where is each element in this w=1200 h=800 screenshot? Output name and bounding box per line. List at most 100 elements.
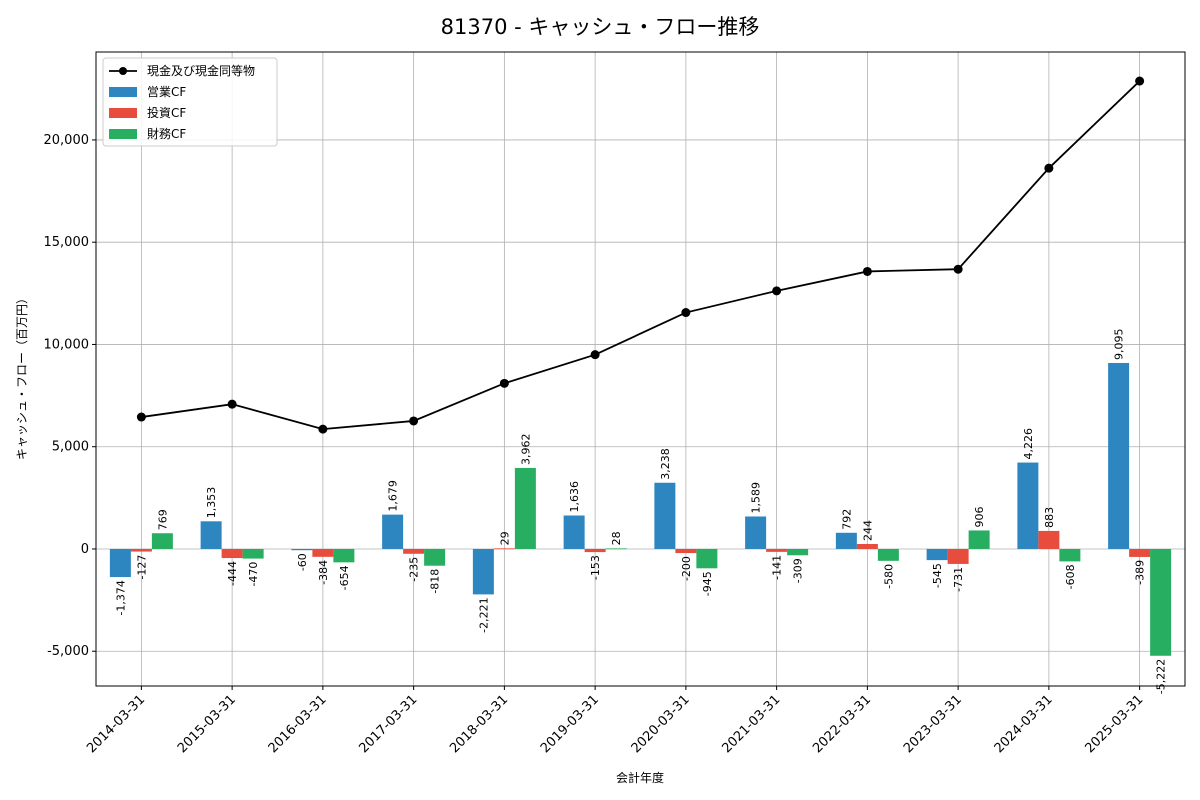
bar-financing xyxy=(1150,548,1172,656)
x-tick-label: 2025-03-31 xyxy=(1082,692,1146,756)
bar-investing xyxy=(403,548,425,554)
bar-financing xyxy=(787,548,809,556)
bar-value-label: -153 xyxy=(589,555,602,580)
bar-operating xyxy=(291,548,313,551)
line-layer xyxy=(136,76,1145,434)
bar-investing xyxy=(130,548,152,552)
bar-operating xyxy=(200,521,222,549)
bar-value-label: -580 xyxy=(882,564,895,589)
bar-financing xyxy=(151,533,173,549)
bar-value-label: -1,374 xyxy=(114,580,127,615)
bar-value-label: -389 xyxy=(1134,560,1147,585)
cash-equivalents-point xyxy=(862,266,872,276)
bar-value-label: 1,589 xyxy=(750,482,763,514)
bars-layer xyxy=(109,362,1172,656)
bar-financing xyxy=(696,548,718,569)
bar-value-label: -945 xyxy=(701,571,714,596)
bar-value-label: -2,221 xyxy=(477,597,490,632)
plot-frame xyxy=(95,51,1186,687)
bar-operating xyxy=(1108,362,1130,549)
y-tick-label: 20,000 xyxy=(44,133,90,148)
legend-label: 現金及び現金同等物 xyxy=(147,63,255,78)
legend-bar-swatch xyxy=(109,87,137,97)
bar-value-label: -235 xyxy=(408,557,421,582)
x-tick-label: 2016-03-31 xyxy=(266,692,330,756)
cash-equivalents-point xyxy=(590,350,600,360)
bar-investing xyxy=(584,548,606,553)
bar-financing xyxy=(605,548,627,550)
bar-value-label: -309 xyxy=(792,558,805,583)
bar-value-label: -731 xyxy=(952,567,965,592)
bar-investing xyxy=(947,548,969,564)
bar-value-label: -127 xyxy=(135,555,148,580)
cash-equivalents-point xyxy=(681,308,691,318)
x-tick-label: 2018-03-31 xyxy=(447,692,511,756)
x-tick-label: 2015-03-31 xyxy=(175,692,239,756)
bar-value-label: 1,353 xyxy=(205,487,218,519)
grid-layer xyxy=(96,52,1185,686)
bar-value-label: 3,238 xyxy=(659,448,672,480)
bar-value-label: 3,962 xyxy=(519,433,532,465)
cash-equivalents-point xyxy=(953,264,963,274)
bar-financing xyxy=(424,548,446,566)
legend-label: 財務CF xyxy=(147,126,186,141)
cash-equivalents-point xyxy=(772,286,782,296)
labels-layer: -1,374 1,353 -60 1,679 -2,221 1,636 3,238 1,589… xyxy=(114,328,1167,694)
bar-value-label: 792 xyxy=(840,509,853,530)
bar-value-label: -470 xyxy=(247,562,260,587)
cash-equivalents-point xyxy=(136,412,146,422)
bar-investing xyxy=(1038,530,1060,549)
bar-investing xyxy=(1129,548,1151,557)
bar-operating xyxy=(1017,462,1039,549)
y-tick-label: 15,000 xyxy=(44,235,90,250)
bar-investing xyxy=(312,548,334,557)
cash-equivalents-point xyxy=(1135,76,1145,86)
bar-value-label: 1,679 xyxy=(387,480,400,512)
bar-value-label: -654 xyxy=(338,565,351,590)
legend-bar-swatch xyxy=(109,108,137,118)
bar-value-label: -5,222 xyxy=(1155,659,1168,694)
bar-value-label: 9,095 xyxy=(1113,328,1126,360)
bar-value-label: 4,226 xyxy=(1022,428,1035,460)
bar-investing xyxy=(766,548,788,552)
bar-value-label: 769 xyxy=(156,509,169,530)
bar-value-label: 28 xyxy=(610,531,623,545)
x-tick-label: 2021-03-31 xyxy=(719,692,783,756)
y-tick-label: -5,000 xyxy=(47,644,89,659)
bar-operating xyxy=(745,516,767,549)
bar-value-label: 883 xyxy=(1043,507,1056,528)
bar-operating xyxy=(109,548,131,578)
y-tick-label: 10,000 xyxy=(44,337,90,352)
cash-equivalents-point xyxy=(499,378,509,388)
bar-financing xyxy=(242,548,264,559)
bar-value-label: -384 xyxy=(317,560,330,585)
bar-value-label: 244 xyxy=(861,520,874,541)
x-tick-label: 2024-03-31 xyxy=(992,692,1056,756)
y-axis-label: キャッシュ・フロー（百万円） xyxy=(15,292,29,460)
bar-financing xyxy=(333,548,355,563)
bar-financing xyxy=(1059,548,1081,562)
x-tick-label: 2020-03-31 xyxy=(629,692,693,756)
legend-marker xyxy=(119,67,127,75)
bar-value-label: -200 xyxy=(680,556,693,581)
x-tick-label: 2022-03-31 xyxy=(810,692,874,756)
bar-operating xyxy=(654,482,676,549)
x-tick-label: 2019-03-31 xyxy=(538,692,602,756)
x-axis-label: 会計年度 xyxy=(616,770,664,785)
legend-frame xyxy=(102,57,278,147)
bar-value-label: -444 xyxy=(226,561,239,586)
chart-title: 81370 - キャッシュ・フロー推移 xyxy=(441,15,760,39)
bar-investing xyxy=(856,543,878,549)
bar-value-label: -545 xyxy=(931,563,944,588)
bar-investing xyxy=(221,548,243,559)
legend-label: 営業CF xyxy=(147,85,186,99)
bar-value-label: -141 xyxy=(771,555,784,580)
bar-value-label: 1,636 xyxy=(568,481,581,513)
cash-equivalents-point xyxy=(227,399,237,409)
bar-operating xyxy=(926,548,948,561)
bar-operating xyxy=(382,514,404,549)
bar-operating xyxy=(835,532,857,549)
cash-equivalents-point xyxy=(318,424,328,434)
